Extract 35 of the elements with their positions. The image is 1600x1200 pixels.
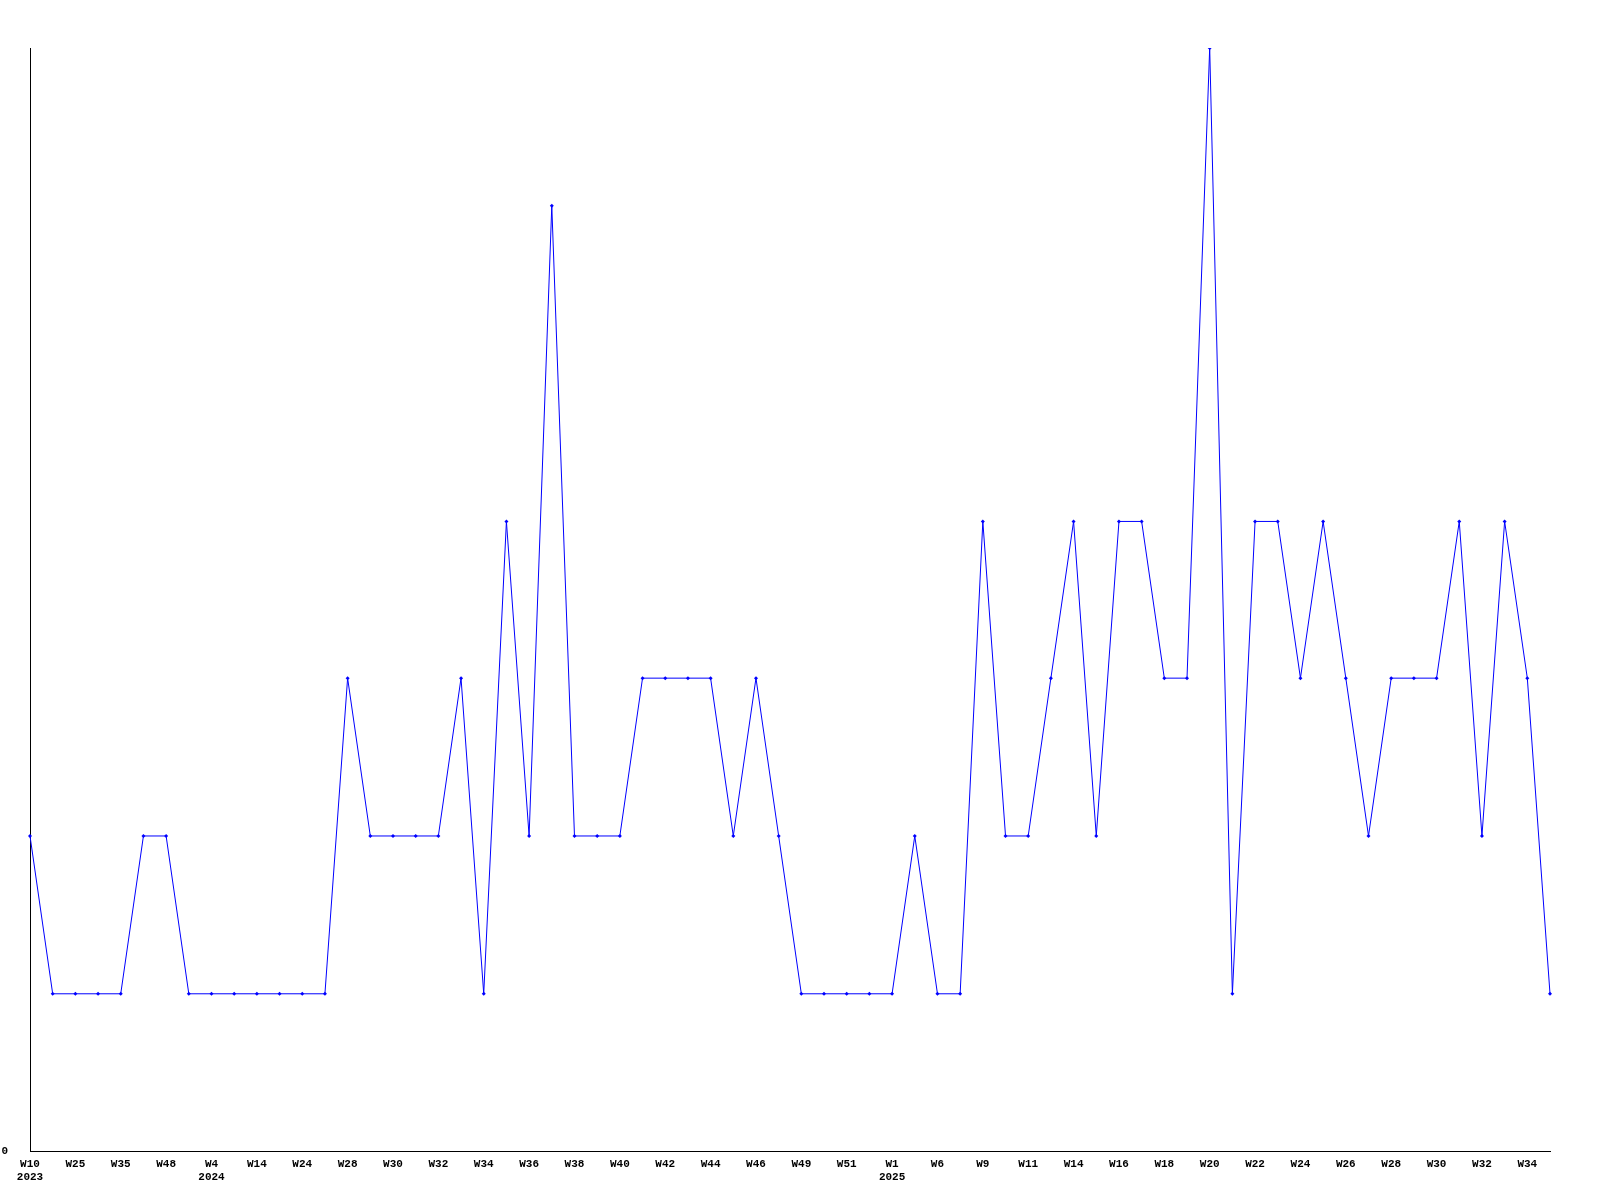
x-tick-label: W4 2024	[198, 1157, 226, 1184]
x-tick-label: W9	[976, 1157, 990, 1170]
x-tick-label: W32	[428, 1157, 449, 1170]
x-tick-label: W10 2023	[16, 1157, 44, 1184]
x-tick-label: W11	[1018, 1157, 1039, 1170]
x-tick-label: W35	[110, 1157, 132, 1170]
x-tick-label: W49	[791, 1157, 812, 1170]
x-tick-label: W20	[1199, 1157, 1220, 1170]
x-tick-label: W6	[930, 1157, 945, 1170]
x-tick-label: W28	[337, 1157, 358, 1170]
x-tick-label: W14	[246, 1157, 268, 1170]
x-tick-label: W30	[1426, 1157, 1447, 1170]
x-tick-label: W24	[1290, 1157, 1311, 1170]
x-tick-label: W30	[383, 1157, 403, 1170]
x-tick-label: W34	[473, 1157, 495, 1170]
x-tick-label: W16	[1109, 1157, 1129, 1170]
x-tick-label: W48	[156, 1157, 177, 1170]
x-tick-label: W40	[609, 1157, 630, 1170]
x-tick-label: W1 2025	[878, 1157, 906, 1184]
x-tick-label: W51	[836, 1157, 858, 1170]
x-tick-label: W28	[1381, 1157, 1402, 1170]
x-tick-label: W24	[292, 1157, 313, 1170]
x-tick-label: W44	[700, 1157, 721, 1170]
x-tick-label: W34	[1517, 1157, 1538, 1170]
x-tick-label: W25	[65, 1157, 86, 1170]
x-tick-label: W42	[655, 1157, 676, 1170]
x-tick-label: W36	[519, 1157, 540, 1170]
text: 0	[1, 1145, 8, 1158]
x-tick-label: W32	[1472, 1157, 1492, 1170]
x-tick-label: W38	[564, 1157, 585, 1170]
x-tick-label: W22	[1245, 1157, 1265, 1170]
x-tick-label: W18	[1154, 1157, 1175, 1170]
x-tick-label: W26	[1335, 1157, 1356, 1170]
x-tick-label: W14	[1063, 1157, 1084, 1170]
x-tick-label: W46	[746, 1157, 766, 1170]
